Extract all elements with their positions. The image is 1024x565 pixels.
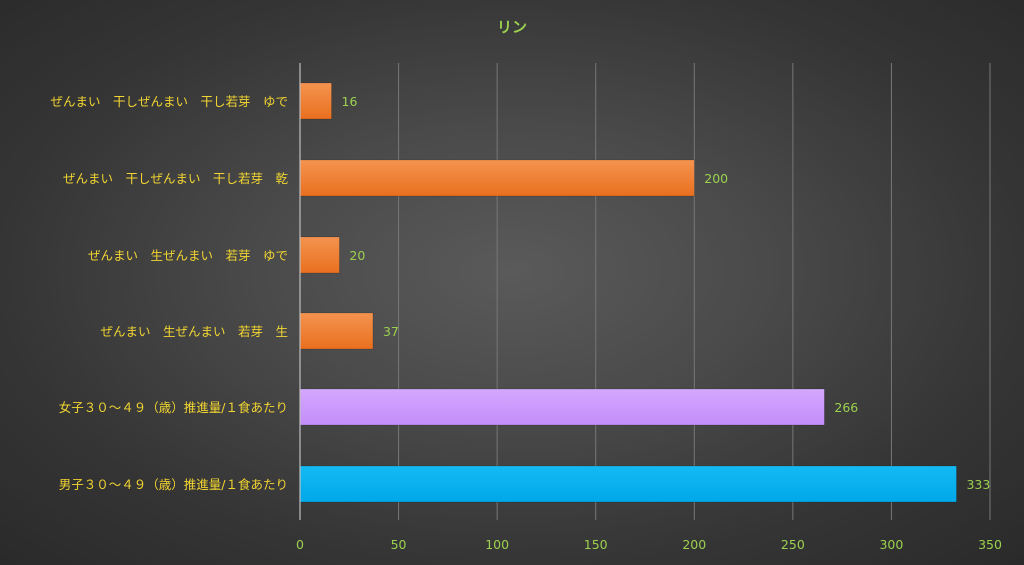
x-tick-label: 200: [682, 537, 706, 552]
data-label: 20: [349, 248, 365, 263]
chart-title: リン: [496, 18, 527, 36]
x-tick-label: 250: [781, 537, 805, 552]
x-tick-label: 50: [391, 537, 407, 552]
gridlines: [398, 63, 991, 520]
bar: [299, 236, 340, 274]
category-label: ぜんまい 干しぜんまい 干し若芽 乾: [63, 171, 289, 186]
bar: [299, 312, 374, 350]
x-tick-label: 150: [584, 537, 608, 552]
labels: 0 50 100 150 200 250 300 350 16 ぜんまい 干しぜんまい 干し若芽 …: [50, 94, 1001, 552]
bar: [299, 388, 825, 426]
data-label: 200: [704, 171, 728, 186]
x-tick-label: 0: [296, 537, 304, 552]
data-label: 16: [342, 94, 358, 109]
category-label: 男子３０～４９（歳）推進量/１食あたり: [59, 477, 288, 492]
bar: [299, 159, 695, 197]
category-label: ぜんまい 干しぜんまい 干し若芽 ゆで: [50, 94, 288, 109]
x-tick-label: 300: [879, 537, 903, 552]
data-label: 266: [834, 400, 858, 415]
category-label: ぜんまい 生ぜんまい 若芽 ゆで: [88, 248, 288, 263]
bar: [299, 82, 332, 120]
category-label: ぜんまい 生ぜんまい 若芽 生: [100, 324, 288, 339]
bar: [299, 465, 957, 503]
bars: [299, 82, 957, 503]
data-label: 37: [383, 324, 399, 339]
data-label: 333: [966, 477, 990, 492]
category-label: 女子３０～４９（歳）推進量/１食あたり: [59, 400, 288, 415]
x-tick-label: 100: [485, 537, 509, 552]
x-tick-label: 350: [978, 537, 1002, 552]
